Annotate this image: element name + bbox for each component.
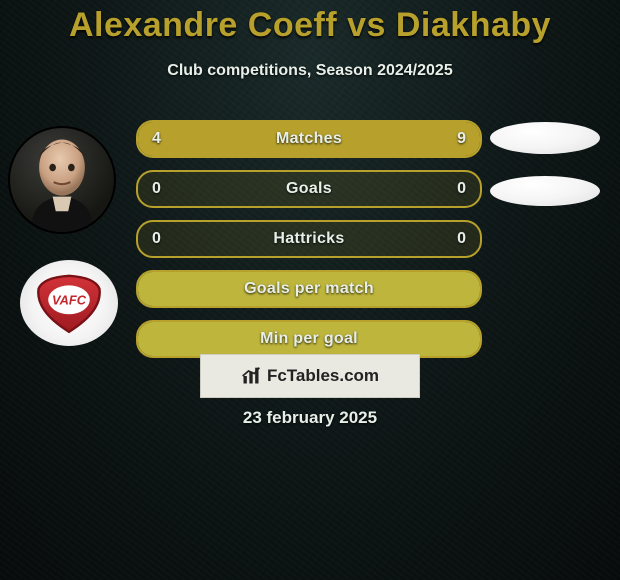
stat-value-left: 0 bbox=[152, 222, 161, 256]
stat-row: Goals0 0 bbox=[136, 170, 482, 208]
stat-row: Goals per match bbox=[136, 270, 482, 308]
stat-row: Min per goal bbox=[136, 320, 482, 358]
comparison-infographic: Alexandre Coeff vs Diakhaby Club competi… bbox=[0, 0, 620, 580]
page-subtitle: Club competitions, Season 2024/2025 bbox=[0, 62, 620, 80]
page-title: Alexandre Coeff vs Diakhaby bbox=[0, 6, 620, 45]
stat-label: Goals bbox=[138, 172, 480, 206]
stat-label: Min per goal bbox=[138, 322, 480, 356]
stat-value-left: 0 bbox=[152, 172, 161, 206]
club-badge-text: VAFC bbox=[52, 293, 87, 308]
bar-chart-icon bbox=[241, 366, 261, 386]
stat-value-right: 9 bbox=[457, 122, 466, 156]
stat-value-left: 4 bbox=[152, 122, 161, 156]
stat-label: Goals per match bbox=[138, 272, 480, 306]
footer-date: 23 february 2025 bbox=[0, 408, 620, 428]
stat-value-right: 0 bbox=[457, 172, 466, 206]
stat-label: Matches bbox=[138, 122, 480, 156]
stat-row: Hattricks0 0 bbox=[136, 220, 482, 258]
player-right-avatar-placeholder bbox=[490, 122, 600, 154]
brand-card: FcTables.com bbox=[200, 354, 420, 398]
stat-value-right: 0 bbox=[457, 222, 466, 256]
stat-row: Matches4 9 bbox=[136, 120, 482, 158]
avatar-portrait bbox=[10, 128, 114, 232]
brand-text: FcTables.com bbox=[267, 366, 379, 386]
stat-label: Hattricks bbox=[138, 222, 480, 256]
player-right-club-badge-placeholder bbox=[490, 176, 600, 206]
player-left-avatar bbox=[8, 126, 116, 234]
stats-bars: Matches49Goals00Hattricks00Goals per mat… bbox=[136, 120, 482, 370]
player-left-club-badge: VAFC bbox=[20, 260, 118, 346]
